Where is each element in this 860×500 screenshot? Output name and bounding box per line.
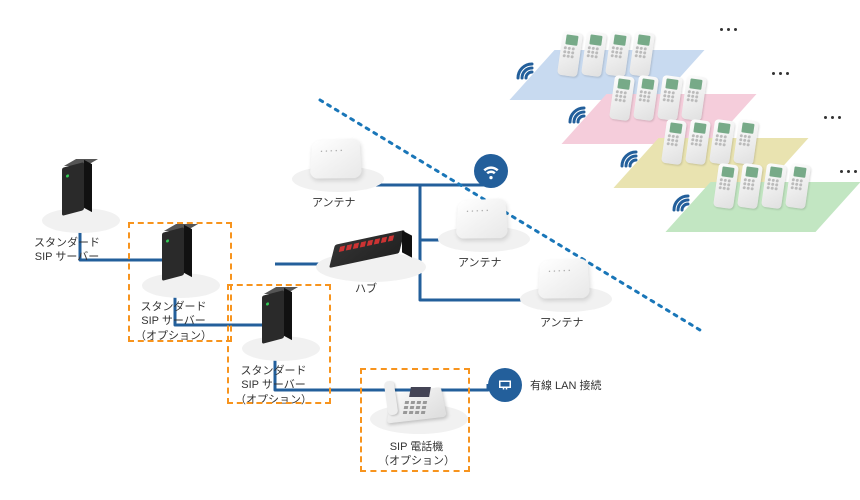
wifi-signal-icon — [666, 188, 696, 223]
antenna-label: アンテナ — [540, 316, 584, 330]
wireless-antenna: • • • • • — [456, 198, 506, 238]
lan-label: 有線 LAN 接続 — [530, 379, 602, 393]
server-label: スタンダードSIP サーバー — [34, 236, 100, 265]
continuation-dots — [720, 28, 737, 31]
continuation-dots — [840, 170, 857, 173]
continuation-dots — [824, 116, 841, 119]
option-box — [360, 368, 470, 472]
hub-label: ハブ — [355, 282, 377, 296]
antenna-label: アンテナ — [458, 256, 502, 270]
antenna-label: アンテナ — [312, 196, 356, 210]
continuation-dots — [772, 72, 789, 75]
wifi-signal-icon — [562, 100, 592, 135]
sip-server — [62, 165, 90, 220]
wireless-antenna: • • • • • — [538, 258, 588, 298]
lan-icon — [488, 368, 522, 402]
wifi-icon — [474, 154, 508, 188]
wireless-antenna: • • • • • — [310, 138, 360, 178]
wifi-signal-icon — [614, 144, 644, 179]
network-hub — [332, 238, 402, 260]
option-box — [227, 284, 331, 404]
wifi-signal-icon — [510, 56, 540, 91]
option-box — [128, 222, 232, 342]
